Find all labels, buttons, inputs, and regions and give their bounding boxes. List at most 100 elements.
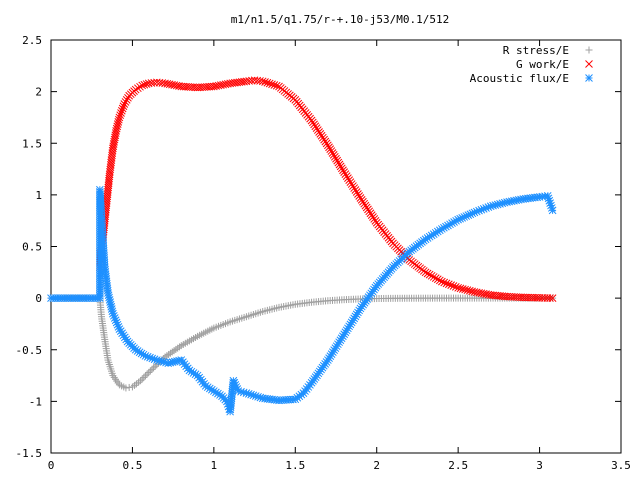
data-point-interp	[546, 294, 554, 302]
data-point-interp	[140, 373, 148, 381]
data-point-interp	[330, 152, 339, 161]
data-point-interp	[329, 151, 338, 159]
data-point	[438, 277, 446, 286]
data-point-interp	[354, 190, 362, 198]
data-point	[120, 100, 129, 108]
data-point-interp	[121, 98, 130, 106]
data-point-interp	[339, 166, 347, 175]
data-point-interp	[248, 76, 256, 85]
data-point-interp	[221, 80, 230, 89]
data-point-interp	[352, 188, 361, 196]
x-tick-label: 3.5	[611, 459, 631, 472]
data-point-interp	[458, 285, 467, 293]
data-point	[145, 368, 153, 376]
data-point-interp	[146, 367, 154, 375]
data-point-interp	[326, 145, 335, 154]
data-point-interp	[435, 276, 444, 285]
data-point-interp	[451, 283, 460, 291]
data-point-interp	[440, 278, 449, 287]
x-tick-label: 1.5	[285, 459, 305, 472]
series-2	[47, 185, 557, 416]
data-point-interp	[163, 352, 171, 360]
legend-marker	[585, 46, 593, 54]
data-point-interp	[166, 349, 174, 357]
data-point-interp	[165, 80, 174, 89]
data-point	[137, 377, 145, 385]
x-tick-label: 2.5	[448, 459, 468, 472]
data-point-interp	[337, 164, 346, 173]
data-point-interp	[151, 362, 159, 370]
data-point-interp	[150, 364, 158, 372]
data-point-interp	[349, 182, 357, 190]
data-point-interp	[140, 80, 149, 89]
data-marks	[47, 76, 557, 416]
legend-label: R stress/E	[503, 44, 569, 57]
data-point	[161, 79, 169, 88]
data-point-interp	[138, 375, 146, 383]
y-tick-label: 2.5	[22, 34, 42, 47]
legend-marker	[585, 74, 593, 82]
data-point-interp	[444, 280, 453, 289]
x-tick-label: 1	[211, 459, 218, 472]
data-point-interp	[256, 77, 264, 85]
data-point	[454, 283, 462, 292]
x-tick-label: 3	[536, 459, 543, 472]
data-point-interp	[111, 129, 120, 137]
data-point	[138, 81, 147, 90]
data-point-interp	[461, 285, 469, 294]
data-point	[115, 113, 124, 122]
data-point-interp	[475, 288, 483, 297]
data-point-interp	[345, 322, 354, 331]
data-point	[340, 168, 348, 177]
data-point-interp	[479, 289, 488, 298]
data-point	[324, 141, 332, 150]
y-tick-label: 0	[35, 292, 42, 305]
x-tick-label: 0	[48, 459, 55, 472]
data-point-interp	[122, 96, 131, 104]
x-tick-label: 2	[373, 459, 380, 472]
data-point-interp	[112, 124, 121, 133]
data-point-interp	[219, 80, 228, 89]
legend-label: G work/E	[516, 58, 569, 71]
data-point-interp	[341, 170, 350, 178]
data-point-interp	[163, 79, 172, 88]
data-point	[210, 82, 218, 91]
data-point-interp	[113, 122, 122, 131]
data-point-interp	[114, 118, 123, 126]
data-point-interp	[272, 81, 281, 90]
data-point	[470, 288, 479, 296]
data-point-interp	[223, 79, 232, 88]
data-point-interp	[168, 80, 176, 89]
data-point-interp	[165, 350, 173, 358]
data-point-interp	[141, 372, 149, 380]
legend-label: Acoustic flux/E	[470, 72, 569, 85]
data-point-interp	[268, 80, 276, 89]
data-point-interp	[216, 81, 225, 89]
data-point-interp	[355, 192, 364, 200]
data-point-interp	[212, 82, 221, 90]
data-point-interp	[170, 81, 179, 89]
data-point-interp	[265, 79, 274, 88]
y-tick-label: -0.5	[16, 344, 43, 357]
data-point-interp	[468, 287, 476, 296]
data-point-interp	[336, 162, 345, 171]
data-point-interp	[325, 143, 333, 152]
data-point-interp	[333, 156, 342, 165]
data-point-interp	[431, 274, 440, 282]
data-point-interp	[172, 345, 180, 353]
data-point-interp	[447, 281, 456, 289]
data-point-interp	[334, 158, 343, 167]
data-point-interp	[449, 282, 458, 290]
data-point-interp	[347, 180, 356, 188]
x-tick-label: 0.5	[122, 459, 142, 472]
data-point-interp	[472, 288, 481, 297]
data-point-interp	[482, 290, 490, 298]
data-point	[258, 77, 267, 86]
data-point	[548, 206, 557, 215]
y-tick-label: -1.5	[16, 447, 43, 460]
data-point-interp	[351, 186, 360, 194]
data-point	[548, 294, 557, 302]
data-point-interp	[442, 279, 451, 288]
data-point-interp	[117, 106, 126, 115]
